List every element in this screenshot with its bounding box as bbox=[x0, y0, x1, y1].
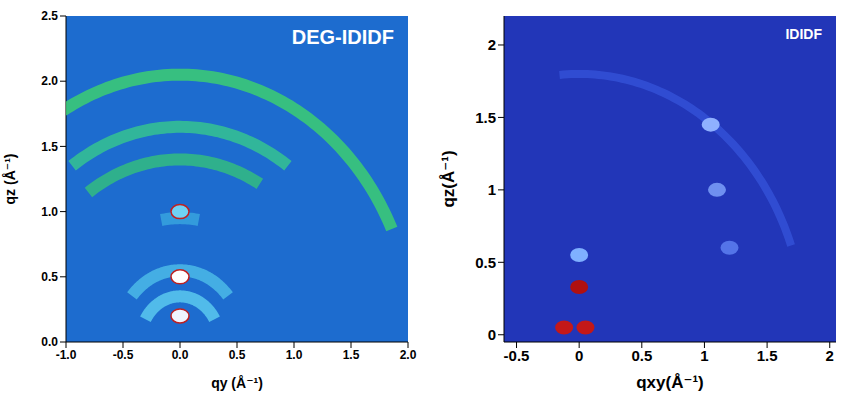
svg-text:-1.0: -1.0 bbox=[56, 348, 77, 362]
svg-text:0: 0 bbox=[488, 326, 496, 343]
svg-text:2: 2 bbox=[826, 347, 834, 364]
svg-text:0.0: 0.0 bbox=[41, 335, 58, 349]
svg-text:2: 2 bbox=[488, 36, 496, 53]
svg-text:1.0: 1.0 bbox=[286, 348, 303, 362]
html-text:IDIDF: IDIDF bbox=[785, 26, 822, 42]
svg-text:1.5: 1.5 bbox=[41, 140, 58, 154]
svg-text:0.5: 0.5 bbox=[229, 348, 246, 362]
svg-text:2.0: 2.0 bbox=[41, 74, 58, 88]
svg-text:1.5: 1.5 bbox=[475, 109, 496, 126]
svg-text:qz (Å⁻¹): qz (Å⁻¹) bbox=[2, 154, 18, 205]
svg-text:1.5: 1.5 bbox=[757, 347, 778, 364]
svg-text:0.5: 0.5 bbox=[631, 347, 652, 364]
svg-text:0.5: 0.5 bbox=[41, 270, 58, 284]
svg-text:0: 0 bbox=[575, 347, 583, 364]
svg-text:2.5: 2.5 bbox=[41, 9, 58, 23]
svg-text:1.0: 1.0 bbox=[41, 205, 58, 219]
svg-text:2.0: 2.0 bbox=[400, 348, 417, 362]
svg-text:qz(Å⁻¹): qz(Å⁻¹) bbox=[439, 150, 458, 207]
svg-text:1: 1 bbox=[700, 347, 708, 364]
svg-text:qxy(Å⁻¹): qxy(Å⁻¹) bbox=[636, 373, 704, 392]
svg-text:-0.5: -0.5 bbox=[504, 347, 530, 364]
svg-text:1.5: 1.5 bbox=[343, 348, 360, 362]
svg-text:0.5: 0.5 bbox=[475, 254, 496, 271]
svg-text:qy (Å⁻¹): qy (Å⁻¹) bbox=[211, 375, 263, 391]
svg-text:-0.5: -0.5 bbox=[113, 348, 134, 362]
html-text:DEG-IDIDF: DEG-IDIDF bbox=[291, 26, 394, 48]
svg-text:0.0: 0.0 bbox=[172, 348, 189, 362]
svg-text:1: 1 bbox=[488, 181, 496, 198]
